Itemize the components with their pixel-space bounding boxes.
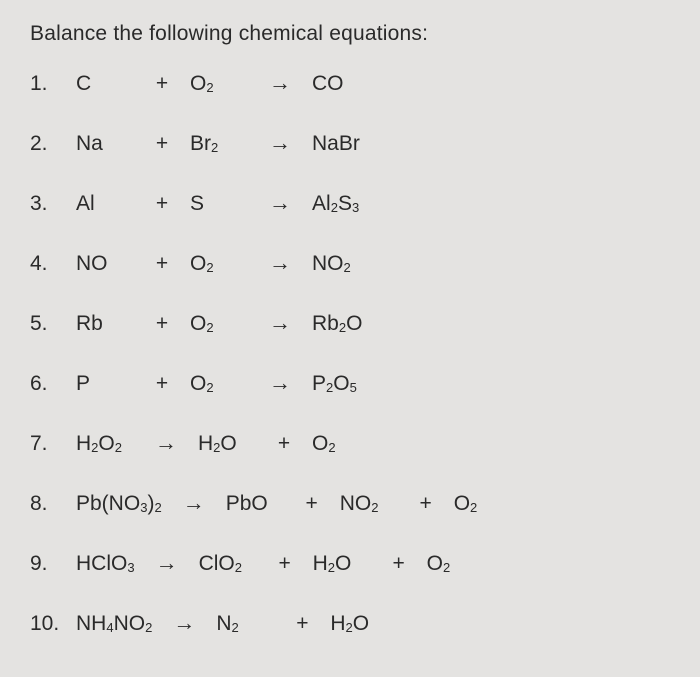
arrow-operator: → xyxy=(248,192,312,214)
chemical-formula: Pb(NO3)2 xyxy=(76,493,162,514)
chemical-formula: O2 xyxy=(190,373,248,394)
chemical-formula: HClO3 xyxy=(76,553,135,574)
plus-operator: + xyxy=(274,613,330,634)
chemical-formula: Al xyxy=(76,193,134,214)
chemical-formula: Al2S3 xyxy=(312,193,370,214)
chemical-formula: S xyxy=(190,193,248,214)
chemical-formula: Rb2O xyxy=(312,313,370,334)
chemical-formula: NH4NO2 xyxy=(76,613,152,634)
equation-row: 1.C+O2→CO xyxy=(30,72,670,94)
equation-row: 9.HClO3→ClO2+H2O+O2 xyxy=(30,552,670,574)
chemical-formula: O2 xyxy=(190,73,248,94)
arrow-operator: → xyxy=(248,132,312,154)
equation-row: 7.H2O2→H2O+O2 xyxy=(30,432,670,454)
equation-terms: Na+Br2→NaBr xyxy=(76,132,370,154)
page-title: Balance the following chemical equations… xyxy=(30,22,670,46)
equation-number: 9. xyxy=(30,553,76,574)
plus-operator: + xyxy=(134,373,190,394)
chemical-formula: P xyxy=(76,373,134,394)
equation-row: 10.NH4NO2→N2+H2O xyxy=(30,612,670,634)
chemical-formula: NO2 xyxy=(312,253,370,274)
chemical-formula: Br2 xyxy=(190,133,248,154)
plus-operator: + xyxy=(134,193,190,214)
chemical-formula: O2 xyxy=(190,313,248,334)
equation-terms: NO+O2→NO2 xyxy=(76,252,370,274)
equation-number: 1. xyxy=(30,73,76,94)
chemical-formula: O2 xyxy=(190,253,248,274)
equation-row: 4.NO+O2→NO2 xyxy=(30,252,670,274)
equation-number: 7. xyxy=(30,433,76,454)
plus-operator: + xyxy=(256,433,312,454)
equation-terms: NH4NO2→N2+H2O xyxy=(76,612,388,634)
chemical-formula: NaBr xyxy=(312,133,370,154)
chemical-formula: O2 xyxy=(312,433,370,454)
chemical-formula: Rb xyxy=(76,313,134,334)
equation-terms: C+O2→CO xyxy=(76,72,370,94)
equation-terms: HClO3→ClO2+H2O+O2 xyxy=(76,552,485,574)
chemical-formula: N2 xyxy=(216,613,274,634)
chemical-formula: O2 xyxy=(427,553,485,574)
equation-terms: P+O2→P2O5 xyxy=(76,372,370,394)
chemical-formula: Na xyxy=(76,133,134,154)
plus-operator: + xyxy=(134,253,190,274)
chemical-formula: O2 xyxy=(454,493,512,514)
equation-row: 8.Pb(NO3)2→PbO+NO2+O2 xyxy=(30,492,670,514)
worksheet-page: Balance the following chemical equations… xyxy=(0,0,700,654)
plus-operator: + xyxy=(284,493,340,514)
plus-operator: + xyxy=(371,553,427,574)
equation-row: 5.Rb+O2→Rb2O xyxy=(30,312,670,334)
chemical-formula: H2O xyxy=(313,553,371,574)
equation-row: 6.P+O2→P2O5 xyxy=(30,372,670,394)
plus-operator: + xyxy=(134,133,190,154)
arrow-operator: → xyxy=(248,72,312,94)
chemical-formula: PbO xyxy=(226,493,284,514)
equation-row: 3.Al+S→Al2S3 xyxy=(30,192,670,214)
equation-number: 4. xyxy=(30,253,76,274)
chemical-formula: H2O xyxy=(330,613,388,634)
chemical-formula: C xyxy=(76,73,134,94)
arrow-operator: → xyxy=(135,552,199,574)
chemical-formula: H2O xyxy=(198,433,256,454)
chemical-formula: NO xyxy=(76,253,134,274)
chemical-formula: H2O2 xyxy=(76,433,134,454)
equation-number: 6. xyxy=(30,373,76,394)
equation-number: 2. xyxy=(30,133,76,154)
equation-terms: Pb(NO3)2→PbO+NO2+O2 xyxy=(76,492,512,514)
plus-operator: + xyxy=(134,313,190,334)
chemical-formula: CO xyxy=(312,73,370,94)
chemical-formula: ClO2 xyxy=(199,553,257,574)
arrow-operator: → xyxy=(152,612,216,634)
equation-terms: Al+S→Al2S3 xyxy=(76,192,370,214)
chemical-formula: P2O5 xyxy=(312,373,370,394)
equation-number: 5. xyxy=(30,313,76,334)
arrow-operator: → xyxy=(248,312,312,334)
plus-operator: + xyxy=(134,73,190,94)
equation-terms: Rb+O2→Rb2O xyxy=(76,312,370,334)
equation-number: 10. xyxy=(30,613,76,634)
equation-number: 3. xyxy=(30,193,76,214)
equation-row: 2.Na+Br2→NaBr xyxy=(30,132,670,154)
arrow-operator: → xyxy=(248,372,312,394)
plus-operator: + xyxy=(398,493,454,514)
equations-list: 1.C+O2→CO2.Na+Br2→NaBr3.Al+S→Al2S34.NO+O… xyxy=(30,72,670,634)
chemical-formula: NO2 xyxy=(340,493,398,514)
arrow-operator: → xyxy=(134,432,198,454)
plus-operator: + xyxy=(257,553,313,574)
arrow-operator: → xyxy=(248,252,312,274)
arrow-operator: → xyxy=(162,492,226,514)
equation-terms: H2O2→H2O+O2 xyxy=(76,432,370,454)
equation-number: 8. xyxy=(30,493,76,514)
